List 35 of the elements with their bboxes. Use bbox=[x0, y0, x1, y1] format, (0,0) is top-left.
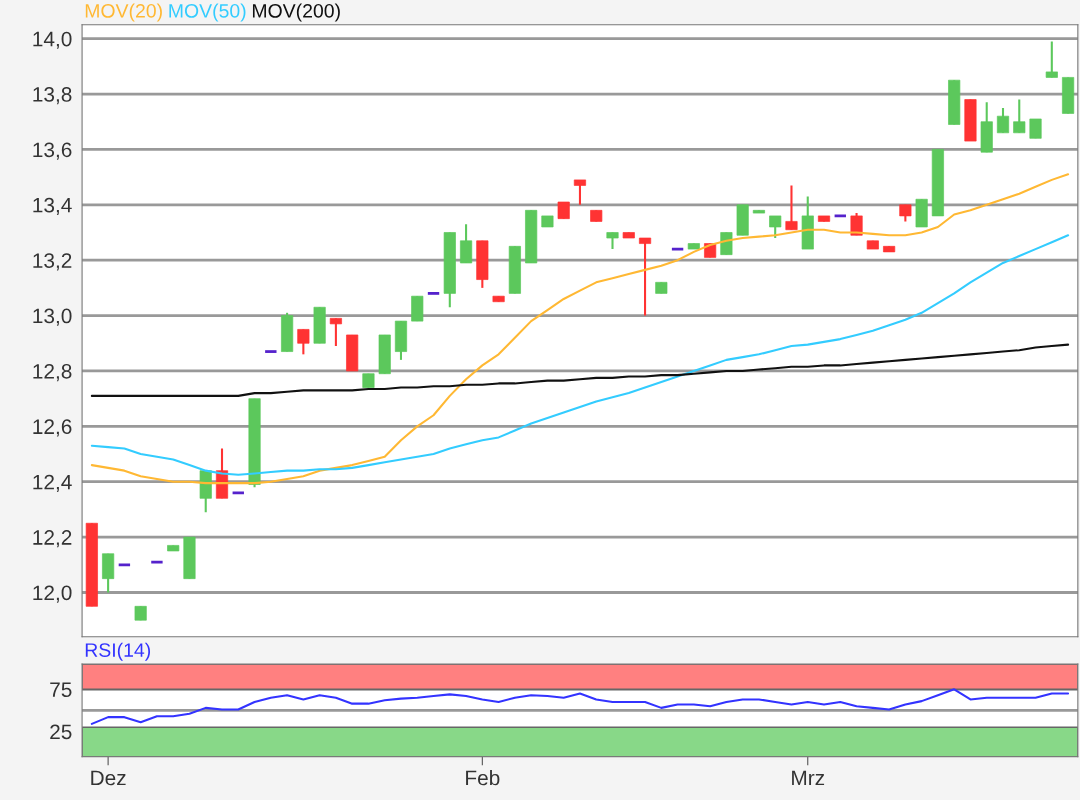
y-tick-label: 13,0 bbox=[33, 308, 72, 326]
x-tick-label: Feb bbox=[466, 769, 500, 786]
candlestick bbox=[1045, 40, 1058, 79]
y-tick-label: 25 bbox=[50, 724, 72, 740]
candlestick bbox=[297, 328, 310, 356]
line-series bbox=[90, 688, 1070, 725]
text: RSI(14) bbox=[85, 642, 151, 661]
line-series bbox=[90, 173, 1070, 485]
y-tick-label: 13,8 bbox=[33, 87, 72, 105]
candlestick bbox=[996, 106, 1010, 134]
text: MOV(20) bbox=[85, 3, 162, 22]
candlestick bbox=[769, 214, 782, 240]
x-tick-label: Mrz bbox=[792, 770, 825, 786]
candlestick bbox=[1029, 117, 1042, 140]
y-tick-label: 75 bbox=[50, 682, 72, 698]
candlestick bbox=[460, 223, 473, 264]
candlestick bbox=[639, 236, 652, 317]
y-tick-label: 13,6 bbox=[33, 142, 72, 160]
y-tick-label: 14,0 bbox=[33, 31, 72, 49]
y-tick-label: 12,6 bbox=[33, 419, 72, 437]
y-tick-label: 12,0 bbox=[33, 585, 72, 603]
candlestick bbox=[785, 184, 798, 231]
text: MOV(200) bbox=[252, 3, 340, 22]
line-series bbox=[90, 234, 1070, 476]
y-tick-label: 12,2 bbox=[33, 530, 72, 548]
candlestick bbox=[573, 178, 586, 206]
y-tick-label: 13,4 bbox=[33, 197, 72, 216]
y-tick-label: 12,8 bbox=[33, 363, 72, 382]
y-tick-label: 12,4 bbox=[33, 474, 72, 492]
text: MOV(50) bbox=[169, 3, 246, 22]
line-series bbox=[90, 343, 1070, 397]
candlestick bbox=[1013, 98, 1026, 134]
y-tick-label: 13,2 bbox=[33, 253, 72, 271]
x-tick-label: Dez bbox=[91, 770, 126, 786]
candlestick bbox=[329, 317, 342, 348]
